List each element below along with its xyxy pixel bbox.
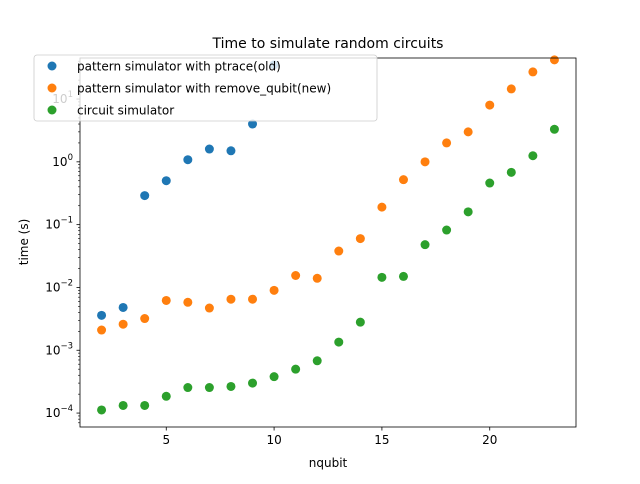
data-point (291, 271, 301, 280)
legend: pattern simulator with ptrace(old) patter… (33, 54, 378, 122)
data-point (463, 127, 473, 137)
y-tick-label: 100 (52, 153, 73, 169)
data-point (204, 303, 214, 313)
data-point (442, 225, 452, 235)
data-point (118, 400, 128, 410)
data-point (269, 372, 279, 382)
y-tick-exponent: −4 (60, 404, 73, 414)
data-point (398, 175, 408, 185)
data-point (377, 272, 387, 282)
data-point (291, 364, 301, 374)
data-point (506, 84, 516, 94)
data-point (355, 317, 365, 327)
x-tick-label: 10 (266, 433, 281, 447)
data-point (118, 319, 128, 329)
data-point (528, 67, 538, 77)
data-point (248, 294, 258, 304)
data-point (355, 234, 365, 244)
data-point (485, 178, 495, 188)
y-tick-exponent: −3 (60, 341, 73, 351)
x-axis: 5 10 15 20 (162, 427, 497, 447)
legend-label: circuit simulator (77, 104, 174, 118)
data-point (248, 378, 258, 388)
data-point (97, 310, 107, 320)
y-axis-label: time (s) (17, 219, 31, 266)
data-point (420, 157, 430, 167)
data-point (183, 297, 193, 307)
data-point (312, 356, 322, 366)
data-point (312, 273, 322, 283)
data-point (442, 138, 452, 148)
x-tick-label: 15 (374, 433, 389, 447)
data-point (183, 155, 193, 165)
data-point (269, 285, 279, 295)
legend-box (33, 54, 378, 122)
data-point (118, 302, 128, 312)
data-point (528, 151, 538, 161)
data-point (140, 314, 150, 324)
x-axis-label: nqubit (309, 456, 348, 470)
data-point (97, 325, 107, 335)
data-point (226, 146, 236, 156)
y-tick-label: 10−1 (45, 216, 73, 232)
y-tick-exponent: 0 (68, 153, 73, 163)
y-tick-label: 10−4 (45, 404, 73, 420)
data-point (204, 383, 214, 393)
data-point (97, 405, 107, 415)
y-tick-exponent: −2 (60, 278, 73, 288)
data-point (140, 191, 150, 201)
legend-marker (47, 83, 57, 93)
legend-marker (47, 61, 57, 71)
y-tick-label: 10−2 (45, 278, 73, 294)
data-point (377, 202, 387, 212)
data-point (161, 391, 171, 401)
chart-title: Time to simulate random circuits (212, 36, 444, 52)
data-point (204, 144, 214, 154)
data-point (485, 100, 495, 110)
x-tick-label: 5 (162, 433, 170, 447)
data-point (334, 337, 344, 347)
y-tick-base: 10 (45, 280, 60, 294)
y-tick-base: 10 (52, 155, 67, 169)
y-tick-label: 10−3 (45, 341, 73, 357)
data-point (140, 400, 150, 410)
data-point (420, 240, 430, 250)
y-tick-base: 10 (45, 218, 60, 232)
legend-marker (47, 105, 57, 115)
y-tick-exponent: −1 (60, 216, 73, 226)
data-point (506, 167, 516, 177)
series-2 (97, 124, 559, 415)
y-tick-base: 10 (45, 343, 60, 357)
legend-label: pattern simulator with remove_qubit(new) (77, 82, 331, 96)
data-points (97, 55, 559, 415)
y-tick-base: 10 (45, 406, 60, 420)
data-point (549, 124, 559, 134)
x-tick-label: 20 (482, 433, 497, 447)
data-point (334, 246, 344, 256)
data-point (226, 294, 236, 304)
data-point (226, 381, 236, 391)
data-point (248, 119, 258, 129)
data-point (549, 55, 559, 65)
data-point (161, 176, 171, 186)
data-point (183, 383, 193, 393)
data-point (463, 207, 473, 217)
data-point (398, 271, 408, 281)
data-point (161, 295, 171, 305)
legend-label: pattern simulator with ptrace(old) (77, 60, 281, 74)
